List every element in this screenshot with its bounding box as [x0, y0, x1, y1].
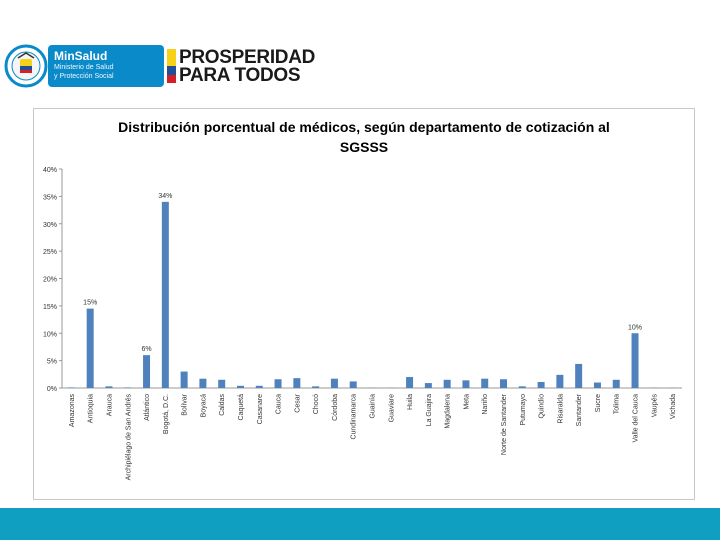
minsalud-subtitle-line2: y Protección Social [54, 73, 114, 80]
data-label: 34% [158, 193, 172, 200]
x-tick-label: Santander [576, 393, 583, 426]
bar [124, 387, 132, 388]
x-tick-label: Cauca [276, 394, 283, 414]
y-tick-label: 10% [43, 331, 57, 338]
bar [67, 387, 75, 388]
x-tick-label: Guainía [370, 394, 377, 419]
data-label: 6% [141, 346, 151, 353]
footer-bar [0, 508, 720, 540]
bar [518, 386, 526, 388]
bar [481, 378, 489, 388]
x-tick-label: Risaralda [557, 394, 564, 424]
bar [537, 381, 545, 388]
bar [443, 379, 451, 388]
bar [236, 385, 244, 388]
bar [105, 386, 113, 388]
y-tick-label: 5% [47, 359, 57, 366]
chart-title-line1: Distribución porcentual de médicos, segú… [118, 119, 610, 135]
bar [218, 379, 226, 388]
bar [424, 383, 432, 388]
x-tick-label: Valle del Cauca [633, 394, 640, 443]
x-tick-label: Norte de Santander [501, 393, 508, 455]
bar-chart: Distribución porcentual de médicos, segú… [43, 119, 682, 481]
x-tick-label: Archipiélago de San Andrés [125, 394, 132, 481]
chart-title-line2: SGSSS [340, 139, 388, 155]
y-tick-label: 0% [47, 386, 57, 393]
bar [612, 379, 620, 388]
prosperidad-title-line1: PROSPERIDAD [179, 47, 316, 68]
x-tick-label: Putumayo [520, 394, 527, 426]
x-tick-label: Boyacá [200, 394, 207, 417]
x-tick-label: Chocó [313, 394, 320, 414]
x-tick-label: Magdalena [445, 394, 452, 429]
bar [293, 378, 301, 388]
bar [161, 201, 169, 388]
y-tick-label: 30% [43, 222, 57, 229]
bar [500, 379, 508, 388]
y-tick-label: 40% [43, 167, 57, 174]
x-tick-label: Córdoba [332, 394, 339, 421]
minsalud-title: MinSalud [54, 49, 108, 63]
colombia-seal-icon [4, 44, 48, 88]
x-tick-label: Quindío [539, 394, 546, 419]
bar [462, 380, 470, 388]
x-tick-label: Cesar [294, 393, 301, 412]
data-label: 10% [628, 324, 642, 331]
x-tick-label: Caldas [219, 394, 226, 416]
bar [312, 386, 320, 388]
minsalud-subtitle-line1: Ministerio de Salud [54, 64, 114, 71]
bar [406, 377, 414, 388]
x-tick-label: Vichada [670, 394, 677, 419]
bar [86, 308, 94, 388]
bar [180, 371, 188, 388]
x-tick-label: Nariño [482, 394, 489, 415]
x-tick-label: Casanare [257, 394, 264, 424]
x-tick-label: La Guajira [426, 394, 433, 426]
colombia-flag-icon [167, 49, 176, 83]
x-tick-label: Arauca [106, 394, 113, 416]
bar [330, 378, 338, 388]
bar [199, 378, 207, 388]
bar [575, 363, 583, 388]
y-tick-label: 20% [43, 277, 57, 284]
x-tick-label: Caquetá [238, 394, 245, 421]
y-tick-label: 35% [43, 194, 57, 201]
bar [593, 382, 601, 388]
x-tick-label: Meta [463, 394, 470, 410]
bar [274, 379, 282, 388]
y-tick-label: 25% [43, 249, 57, 256]
x-tick-label: Atlántico [144, 394, 151, 421]
x-tick-label: Huila [407, 394, 414, 410]
x-tick-label: Antioquia [88, 394, 95, 423]
bar [255, 385, 263, 388]
x-tick-label: Tolima [614, 394, 621, 414]
minsalud-logo [48, 45, 164, 87]
x-tick-label: Vaupés [651, 394, 658, 418]
bar [349, 381, 357, 388]
bar [556, 374, 564, 388]
bar [631, 333, 639, 388]
x-tick-label: Bolívar [182, 393, 189, 415]
prosperidad-title-line2: PARA TODOS [179, 65, 301, 86]
bar [143, 355, 151, 388]
x-tick-label: Cundinamarca [351, 394, 358, 440]
y-tick-label: 15% [43, 304, 57, 311]
chart-frame: Distribución porcentual de médicos, segú… [33, 108, 695, 500]
x-tick-label: Amazonas [69, 394, 76, 428]
data-label: 15% [83, 300, 97, 307]
x-tick-label: Bogotá, D.C. [163, 394, 170, 434]
x-tick-label: Guaviare [388, 394, 395, 423]
header: MinSalud Ministerio de Salud y Protecció… [0, 0, 720, 95]
x-tick-label: Sucre [595, 394, 602, 412]
